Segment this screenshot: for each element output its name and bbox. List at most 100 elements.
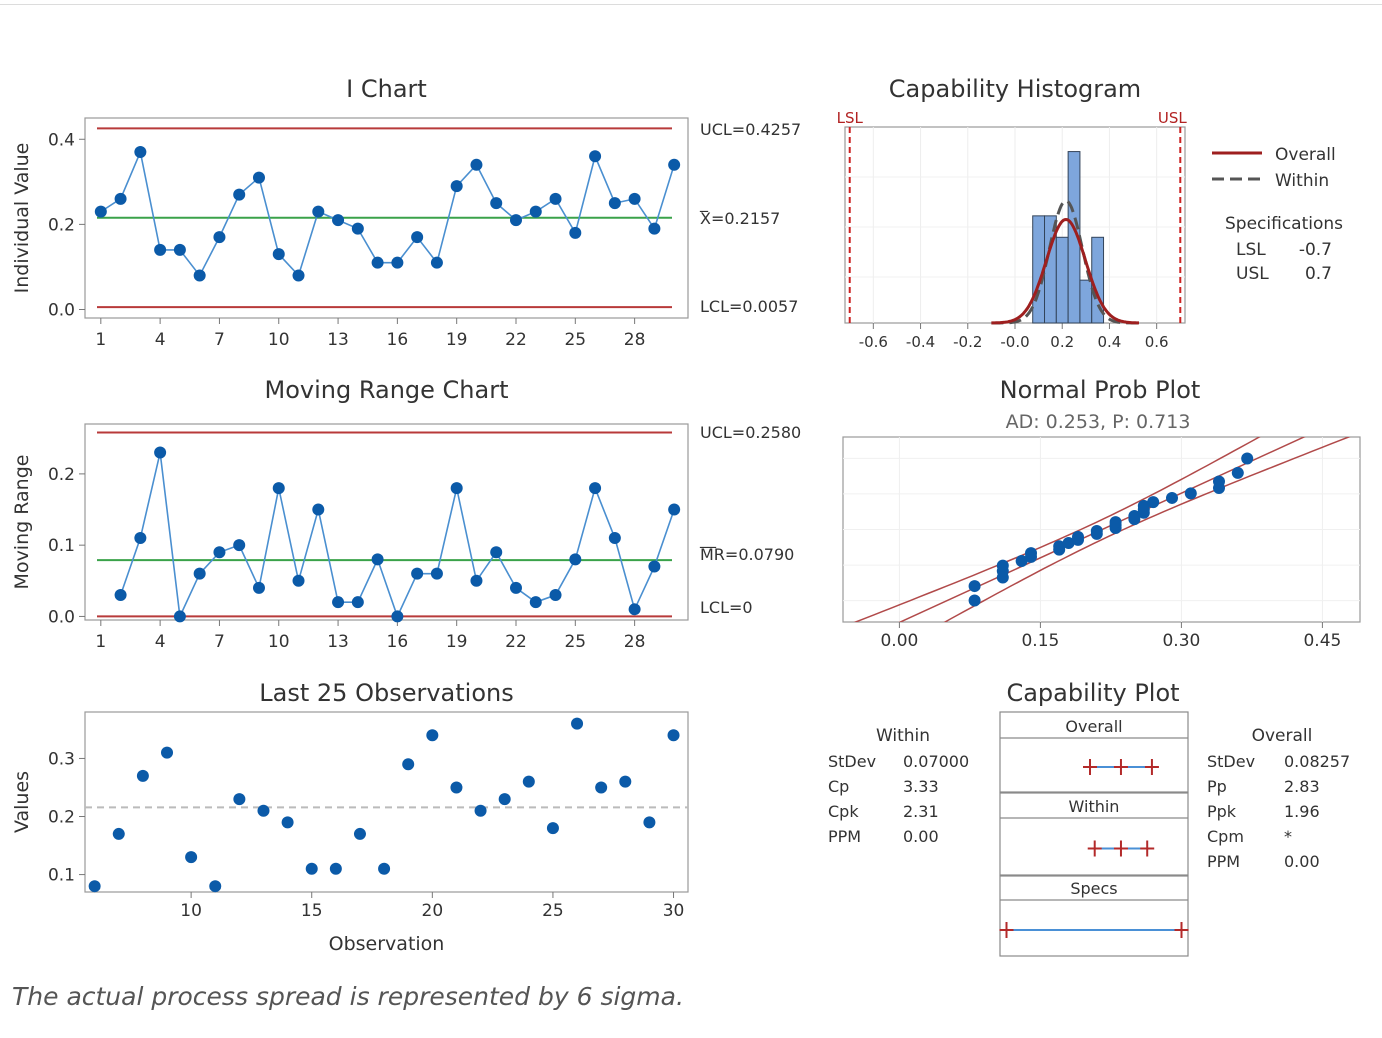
mrchart-title: Moving Range Chart <box>265 376 509 404</box>
legend-within-label: Within <box>1275 171 1329 191</box>
histogram-within-curve <box>991 199 1139 325</box>
capplot-overall-cpm-value: * <box>1284 827 1292 846</box>
last25-plot-frame <box>84 711 689 893</box>
mrchart-data-point <box>351 596 364 609</box>
mrchart-x-tick-label: 4 <box>155 632 166 652</box>
capplot-within-title: Within <box>876 726 930 746</box>
last25-title: Last 25 Observations <box>259 679 513 707</box>
capplot-overall-ppk-value: 1.96 <box>1284 802 1320 821</box>
ichart-data-point <box>411 231 424 244</box>
last25-data-point <box>450 781 463 794</box>
mrchart-x-tick-label: 10 <box>268 632 290 652</box>
probplot-data-point <box>996 559 1009 572</box>
capplot-overall-ppm-value: 0.00 <box>1284 852 1320 871</box>
probplot-data-point <box>1128 509 1141 522</box>
ichart-data-point <box>173 243 186 256</box>
last25-data-point <box>667 729 680 742</box>
last25-x-tick-label: 20 <box>422 901 444 921</box>
last25-data-point <box>112 827 125 840</box>
mrchart-data-point <box>450 482 463 495</box>
mrchart-plot-frame <box>84 423 689 621</box>
histogram-lsl-label: LSL <box>837 109 864 127</box>
histogram-title: Capability Histogram <box>889 75 1141 103</box>
ichart-data-point <box>252 171 265 184</box>
ichart-center-label: X=0.2157 <box>700 209 780 228</box>
probplot-data-point <box>1166 491 1178 504</box>
ichart-data-point <box>233 188 246 201</box>
mrchart-data-point <box>332 596 345 609</box>
mrchart-data-point <box>648 560 661 573</box>
last25-x-tick-label: 25 <box>542 901 564 921</box>
probplot-data-point <box>1241 452 1254 465</box>
capplot-overall-stdev-label: StDev <box>1207 752 1255 771</box>
last25-y-tick-label: 0.1 <box>48 866 75 886</box>
capplot-overall-panel-label: Overall <box>1065 717 1122 736</box>
ichart-data-point <box>292 269 305 282</box>
capplot-overall-panel <box>999 711 1189 793</box>
ichart-ucl-label: UCL=0.4257 <box>700 120 801 139</box>
ichart-data-point <box>450 180 463 193</box>
probplot-data-point <box>1062 537 1075 550</box>
ichart-x-tick-label: 13 <box>327 330 349 350</box>
mrchart-x-tick-label: 25 <box>564 632 586 652</box>
mrchart-x-tick-label: 1 <box>95 632 106 652</box>
last25-data-point <box>474 804 487 817</box>
probplot-data-point <box>1231 466 1244 479</box>
histogram-x-tick-label: -0.2 <box>953 333 982 351</box>
probplot-subtitle: AD: 0.253, P: 0.713 <box>1006 411 1191 433</box>
probplot-data-point <box>1025 547 1037 560</box>
ichart-data-point <box>628 192 641 205</box>
mrchart-data-point <box>529 596 542 609</box>
last25-y-tick-label: 0.2 <box>48 808 75 828</box>
ichart-data-point <box>213 231 226 244</box>
mrchart-data-point <box>391 610 404 623</box>
ichart-x-tick-label: 16 <box>387 330 409 350</box>
capplot-overall-stdev-value: 0.08257 <box>1284 752 1350 771</box>
ichart-data-point <box>371 256 384 269</box>
ichart-center-bar: _ <box>699 193 709 213</box>
histogram-usl-label: USL <box>1158 109 1188 127</box>
capplot-within-cpk-label: Cpk <box>828 802 859 821</box>
ichart-x-tick-label: 4 <box>155 330 166 350</box>
last25-data-point <box>643 816 656 829</box>
mrchart-data-point <box>470 574 483 587</box>
mrchart-data-point <box>628 603 641 616</box>
mrchart-data-point <box>272 482 285 495</box>
capplot-within-ppm-label: PPM <box>828 827 861 846</box>
ichart-data-point <box>332 214 345 227</box>
capplot-overall-ppm-label: PPM <box>1207 852 1240 871</box>
mrchart-center-bar: __ <box>699 529 717 549</box>
capplot-within-panel <box>999 792 1189 876</box>
ichart-x-tick-label: 19 <box>446 330 468 350</box>
mrchart-center-label: MR=0.0790 <box>700 545 794 564</box>
last25-data-point <box>619 775 632 788</box>
histogram-x-tick-label: -0.4 <box>906 333 935 351</box>
last25-data-point <box>426 729 439 742</box>
last25-x-tick-label: 10 <box>180 901 202 921</box>
mrchart-data-point <box>213 546 226 559</box>
ichart-x-tick-label: 22 <box>505 330 527 350</box>
ichart-data-point <box>668 158 681 171</box>
last25-x-tick-label: 30 <box>663 901 685 921</box>
mrchart-data-point <box>233 539 246 552</box>
mrchart-data-point <box>490 546 503 559</box>
mrchart-x-tick-label: 19 <box>446 632 468 652</box>
probplot-data-point <box>1072 530 1084 543</box>
mrchart-data-point <box>411 567 424 580</box>
mrchart-data-point <box>509 581 522 594</box>
capplot-overall-cpm-label: Cpm <box>1207 827 1244 846</box>
ichart-data-point <box>529 205 542 218</box>
specifications-usl-label: USL <box>1236 264 1269 284</box>
specifications-lsl-value: -0.7 <box>1299 240 1332 260</box>
mrchart-x-tick-label: 28 <box>624 632 646 652</box>
probplot-data-point <box>968 580 981 593</box>
mrchart-x-tick-label: 13 <box>327 632 349 652</box>
probplot-data-point <box>1053 540 1066 553</box>
mrchart-data-point <box>430 567 443 580</box>
mrchart-data-point <box>312 503 325 516</box>
mrchart-ylabel: Moving Range <box>11 455 33 590</box>
ichart-y-tick-label: 0.4 <box>48 130 75 150</box>
capplot-overall-title: Overall <box>1252 726 1313 746</box>
ichart-data-point <box>272 248 285 261</box>
